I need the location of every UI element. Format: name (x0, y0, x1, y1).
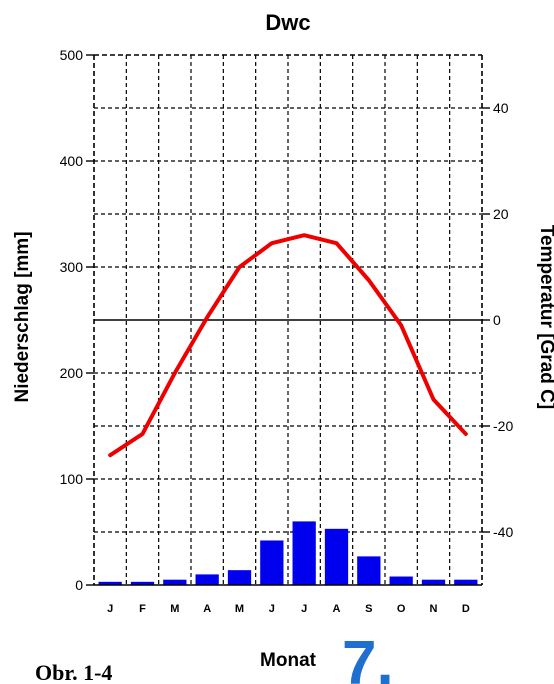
y2-tick-label: 0 (493, 312, 501, 328)
x-tick-label: D (462, 603, 470, 615)
precipitation-bar (260, 540, 284, 585)
y-tick-label: 200 (60, 365, 84, 381)
precipitation-bar (421, 579, 446, 585)
x-tick-label: M (170, 603, 179, 615)
y-tick-label: 100 (60, 471, 84, 487)
y2-tick-label: 40 (493, 100, 509, 116)
x-axis-label: Monat (260, 650, 317, 671)
precipitation-bars (98, 521, 478, 585)
y2-tick-label: 20 (493, 206, 509, 222)
y-tick-label: 0 (75, 577, 83, 593)
x-tick-label: J (269, 603, 275, 615)
precipitation-bar (324, 528, 349, 585)
x-tick-label: M (235, 603, 244, 615)
y-tick-label: 500 (60, 47, 84, 63)
x-tick-label: F (139, 603, 146, 615)
x-tick-label: J (301, 603, 307, 615)
x-tick-label: S (365, 603, 372, 615)
y2-axis-label: Temperatur [Grad C] (536, 225, 554, 409)
figure-label: Obr. 1-4 (35, 660, 112, 684)
y2-tick-labels: -40 -20 0 20 40 (493, 100, 513, 540)
temperature-line (108, 233, 468, 458)
precipitation-bar (227, 570, 252, 585)
y-axis-label: Niederschlag [mm] (12, 231, 33, 402)
precipitation-bar (292, 521, 316, 585)
precipitation-bar (98, 581, 122, 585)
figure-number: 7. (342, 629, 394, 684)
precipitation-bar (195, 574, 219, 585)
precipitation-bar (389, 576, 413, 585)
y-tick-labels: 0 100 200 300 400 500 (60, 47, 84, 593)
x-tick-label: A (203, 603, 211, 615)
grid (94, 55, 482, 585)
precipitation-bar (130, 581, 155, 585)
y2-tick-label: -40 (493, 524, 513, 540)
x-tick-label: J (107, 603, 113, 615)
precipitation-bar (454, 579, 478, 585)
x-tick-label: O (397, 603, 406, 615)
axes (86, 54, 490, 586)
y-tick-label: 400 (60, 153, 84, 169)
y-tick-label: 300 (60, 259, 84, 275)
x-tick-label: N (430, 603, 438, 615)
precipitation-bar (163, 579, 187, 585)
precipitation-bar (357, 556, 381, 585)
chart-title: Dwc (265, 10, 310, 35)
temperature-line-group (108, 233, 468, 458)
y2-tick-label: -20 (493, 418, 513, 434)
x-tick-label: A (333, 603, 341, 615)
